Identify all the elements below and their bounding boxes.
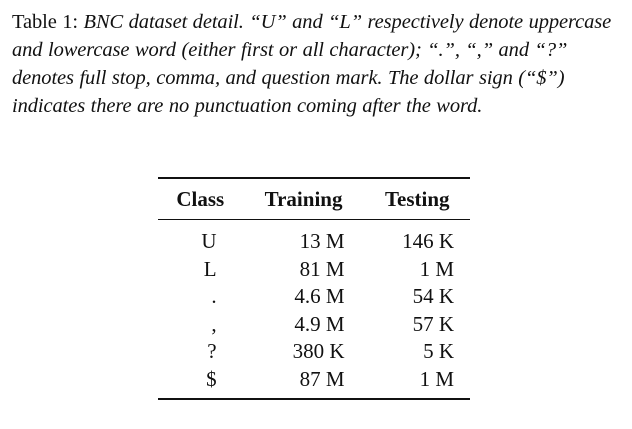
table-row: U 13 M 146 K (158, 220, 470, 256)
table-caption: Table 1: BNC dataset detail. “U” and “L”… (12, 8, 622, 120)
cell-testing: 146 K (402, 229, 454, 253)
table-row: L 81 M 1 M (158, 256, 470, 284)
caption-label: Table 1: (12, 11, 79, 33)
cell-training: 87 M (242, 365, 365, 400)
cell-training: 13 M (299, 229, 345, 253)
table-row: ? 380 K 5 K (158, 338, 470, 366)
cell-testing: 54 K (412, 284, 454, 309)
cell-testing: 57 K (412, 311, 454, 336)
cell-class: U (201, 229, 217, 253)
table-row: . 4.6 M 54 K (158, 283, 470, 311)
cell-testing: 5 K (423, 339, 454, 364)
table-row: , 4.9 M 57 K (158, 311, 470, 339)
cell-training: 4.9 M (294, 311, 345, 336)
cell-class: $ (158, 365, 243, 400)
cell-training: 4.6 M (294, 284, 345, 309)
header-class: Class (158, 177, 243, 220)
caption-text: BNC dataset detail. “U” and “L” respecti… (12, 11, 612, 117)
cell-training: 81 M (299, 256, 345, 281)
table-row: $ 87 M 1 M (158, 365, 470, 400)
cell-training: 380 K (292, 339, 345, 364)
cell-class: ? (207, 339, 217, 364)
header-row: Class Training Testing (158, 177, 470, 220)
header-training: Training (242, 177, 365, 220)
cell-class: , (211, 311, 217, 336)
bnc-dataset-table: Class Training Testing U 13 M 146 K L 81… (158, 177, 470, 400)
cell-testing: 1 M (364, 365, 470, 400)
cell-testing: 1 M (419, 256, 454, 281)
header-testing: Testing (364, 177, 470, 220)
cell-class: . (211, 284, 217, 309)
cell-class: L (203, 256, 217, 281)
